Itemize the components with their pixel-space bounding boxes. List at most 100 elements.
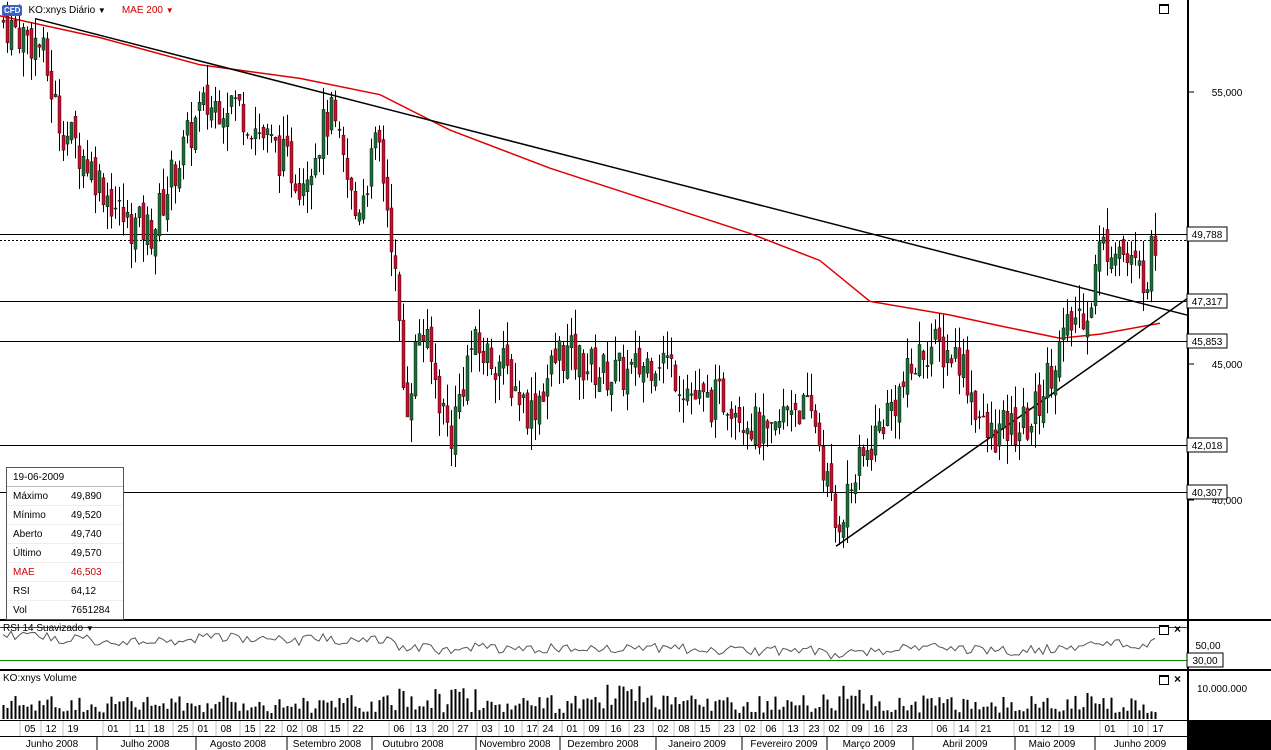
candle-body	[769, 422, 774, 424]
candle-body	[873, 425, 878, 456]
volume-bar	[410, 696, 413, 719]
candle-body	[689, 393, 694, 396]
volume-bar	[570, 703, 573, 719]
candle-body	[605, 361, 610, 391]
candle-body	[509, 359, 514, 398]
candle-body	[333, 99, 338, 122]
candle-body	[825, 471, 830, 487]
mae-line	[0, 15, 1161, 339]
close-icon[interactable]: ×	[1174, 622, 1182, 636]
volume-bar	[806, 705, 809, 719]
volume-bar	[358, 708, 361, 719]
caret-down-icon: ▼	[85, 624, 94, 633]
volume-bar	[962, 698, 965, 719]
volume-bar	[770, 709, 773, 719]
volume-bar	[662, 695, 665, 719]
candle-body	[325, 112, 330, 137]
candle-body	[649, 361, 654, 381]
volume-bar	[622, 686, 625, 719]
candle-body	[1013, 407, 1018, 445]
candle-body	[1081, 313, 1086, 330]
volume-bar	[1150, 711, 1153, 719]
candle-body	[817, 422, 822, 447]
maximize-icon[interactable]	[1159, 625, 1169, 635]
candle-body	[541, 391, 546, 402]
candle-body	[1033, 391, 1038, 424]
candle-body	[129, 214, 134, 245]
volume-bar	[226, 697, 229, 719]
volume-bar	[194, 706, 197, 719]
candle-body	[713, 379, 718, 420]
candle-body	[1065, 314, 1070, 336]
level-label-box	[1186, 293, 1228, 309]
volume-bar	[1078, 709, 1081, 719]
volume-bar	[526, 700, 529, 719]
volume-bar	[958, 712, 961, 719]
candle-body	[269, 134, 274, 136]
candle-body	[317, 155, 322, 159]
indicator-selector[interactable]: MAE 200 ▼	[122, 5, 174, 16]
candle-body	[169, 159, 174, 188]
volume-bar	[6, 707, 9, 719]
close-icon[interactable]: ×	[1174, 672, 1182, 686]
day-label: 11	[135, 724, 146, 735]
candle-body	[733, 413, 738, 418]
volume-bar	[1086, 693, 1089, 719]
candle-body	[261, 126, 266, 139]
volume-bar	[266, 711, 269, 719]
volume-bar	[634, 700, 637, 719]
volume-bar	[470, 711, 473, 719]
candle-body	[881, 427, 886, 434]
volume-bar	[650, 695, 653, 719]
volume-bar	[1102, 698, 1105, 719]
volume-bar	[506, 703, 509, 719]
candle-body	[593, 347, 598, 386]
volume-bar	[1134, 700, 1137, 719]
candle-body	[69, 122, 74, 141]
maximize-icon[interactable]	[1159, 675, 1169, 685]
candle-body	[389, 207, 394, 253]
day-label: 17	[1152, 724, 1164, 735]
volume-bar	[890, 711, 893, 719]
candle-body	[505, 344, 510, 366]
symbol-selector[interactable]: KO:xnys Diário ▼	[28, 5, 105, 16]
volume-bar	[1018, 710, 1021, 719]
volume-bar	[1054, 708, 1057, 719]
volume-bar	[58, 708, 61, 719]
volume-bar	[618, 685, 621, 719]
volume-bar	[778, 709, 781, 719]
candle-body	[529, 400, 534, 429]
candle-body	[985, 411, 990, 438]
volume-bar	[578, 708, 581, 719]
candle-body	[653, 373, 658, 387]
volume-bar	[938, 697, 941, 719]
candle-body	[257, 132, 262, 134]
volume-bar	[598, 702, 601, 719]
volume-bar	[682, 701, 685, 719]
volume-bar	[442, 712, 445, 719]
volume-bar	[930, 698, 933, 719]
candle-body	[465, 355, 470, 401]
candle-body	[89, 161, 94, 181]
rsi-tick-label: 50,00	[1195, 641, 1220, 652]
rsi-selector[interactable]: RSI 14 Suavizado ▼	[3, 623, 94, 634]
candle-body	[925, 365, 930, 367]
month-axis-bg	[0, 737, 1187, 750]
candle-body	[1049, 366, 1054, 389]
volume-bar	[1006, 707, 1009, 719]
volume-bar	[942, 703, 945, 719]
volume-bar	[430, 707, 433, 719]
candle-body	[245, 134, 250, 136]
volume-bar	[638, 686, 641, 719]
candle-body	[73, 116, 78, 139]
maximize-icon[interactable]	[1159, 4, 1169, 14]
candle-body	[557, 340, 562, 361]
candle-body	[933, 328, 938, 340]
candle-body	[13, 20, 18, 28]
candle-body	[905, 358, 910, 395]
volume-bar	[74, 709, 77, 719]
info-value: 46,503	[71, 566, 102, 578]
volume-bar	[614, 698, 617, 719]
candle-body	[1069, 311, 1074, 331]
day-label: 08	[678, 724, 690, 735]
